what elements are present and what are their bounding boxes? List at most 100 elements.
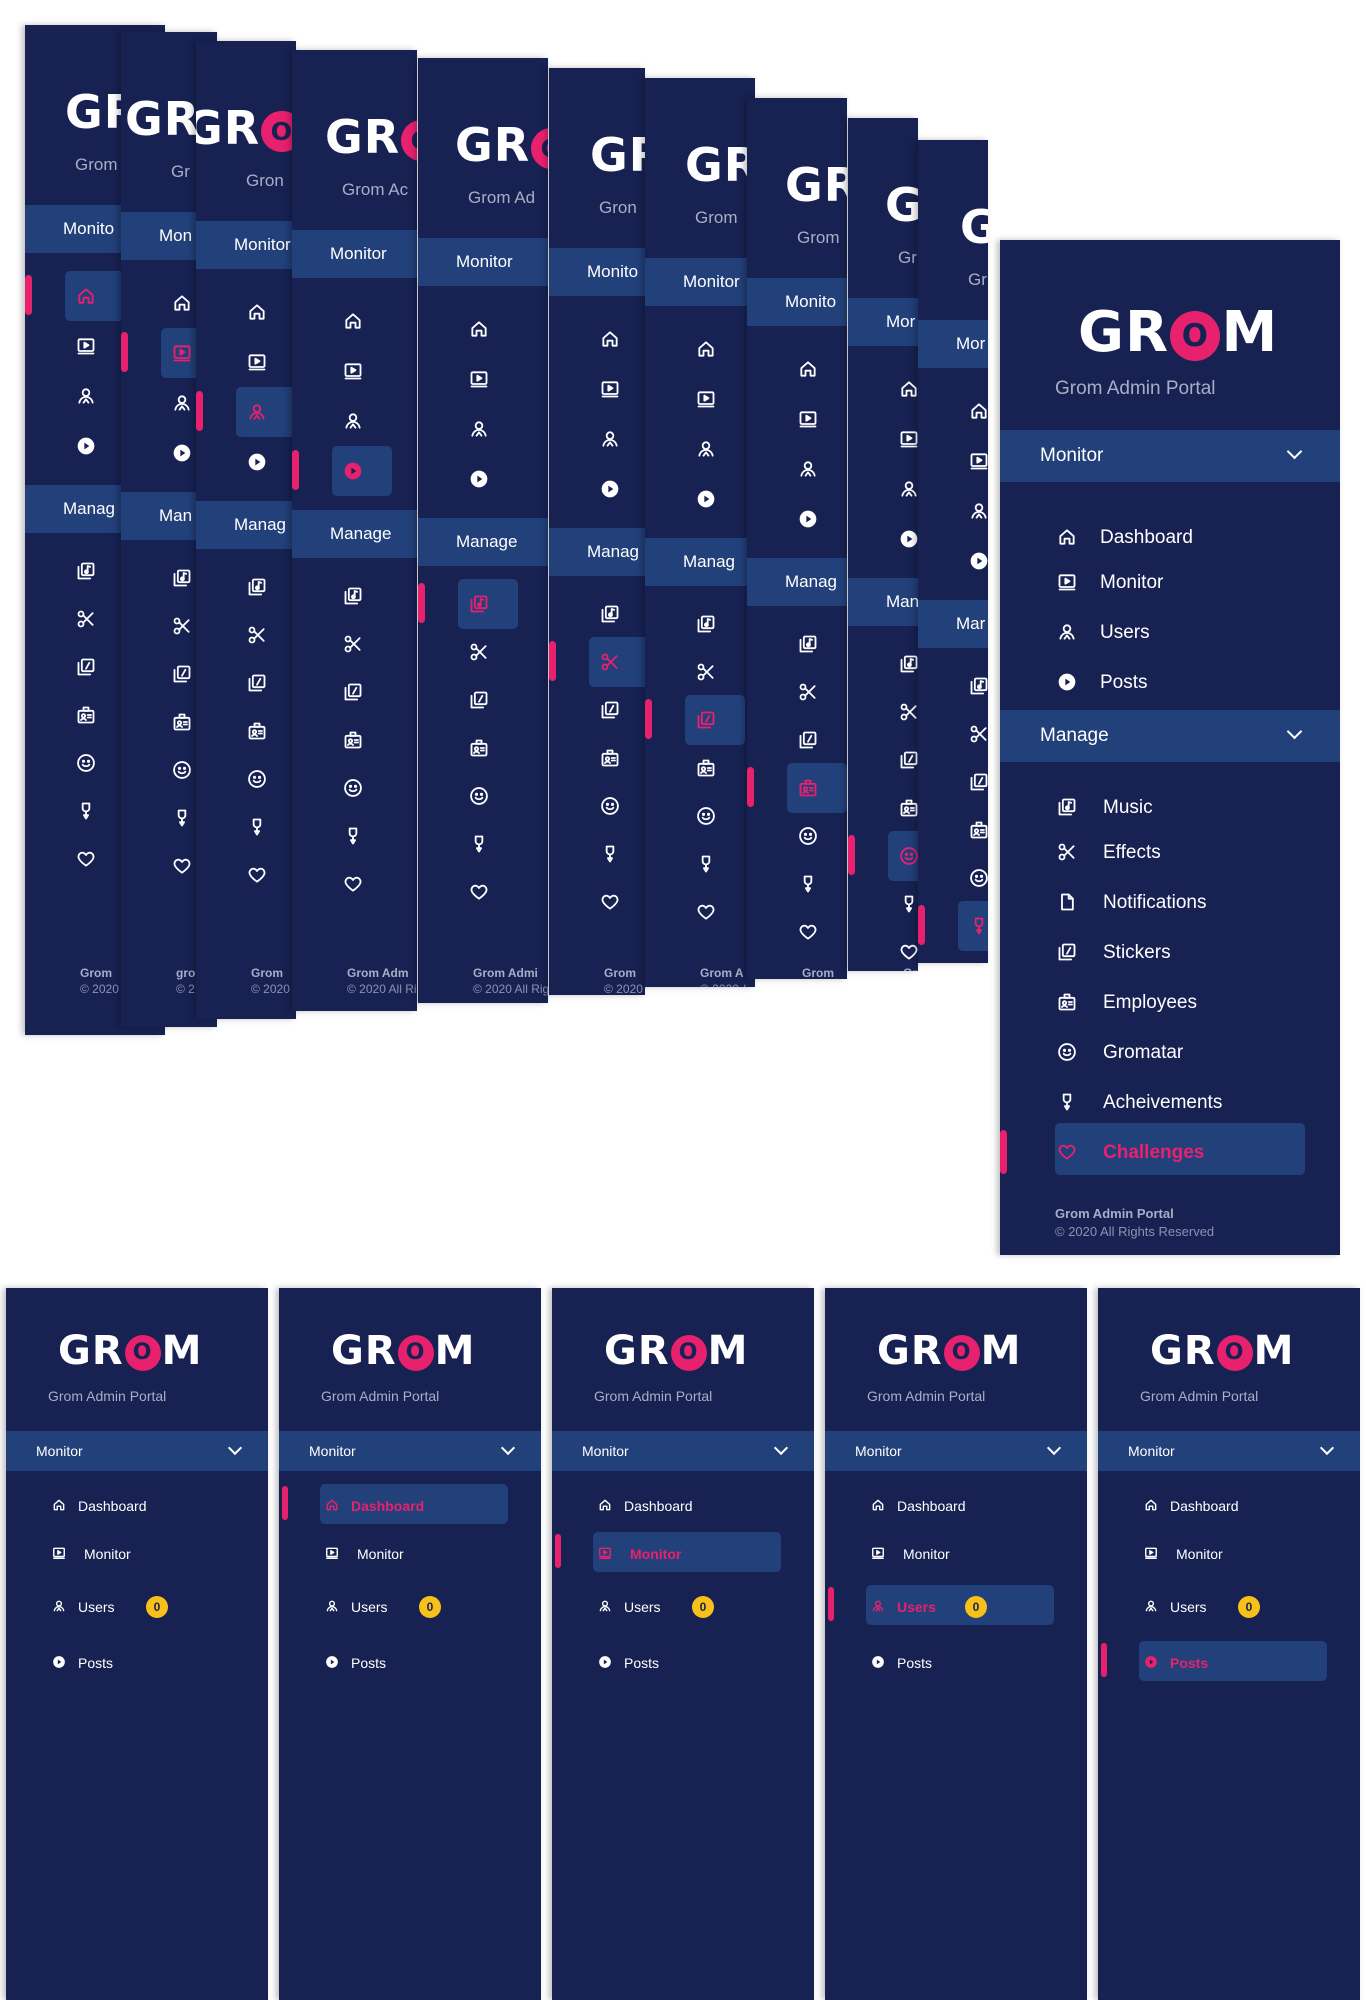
sidebar-item-monitor[interactable] bbox=[787, 408, 817, 432]
sidebar-item-users[interactable] bbox=[236, 401, 266, 425]
sidebar-item-manage[interactable] bbox=[161, 711, 191, 735]
section-monitor[interactable]: Monitor bbox=[645, 258, 755, 306]
sidebar-item-manage[interactable] bbox=[685, 853, 715, 877]
sidebar-item-dashboard[interactable] bbox=[332, 310, 362, 334]
sidebar-item-manage[interactable] bbox=[888, 653, 918, 677]
sidebar-item-manage[interactable] bbox=[787, 873, 817, 897]
sidebar-item-manage[interactable] bbox=[787, 921, 817, 945]
section-manage[interactable]: Manag bbox=[747, 558, 847, 606]
sidebar-item-users[interactable] bbox=[958, 500, 988, 524]
sidebar-item-manage[interactable] bbox=[589, 699, 619, 723]
section-manage[interactable]: Manage bbox=[418, 518, 548, 566]
sidebar-item-stickers[interactable]: Stickers bbox=[1055, 940, 1305, 966]
chevron-down-icon[interactable] bbox=[227, 1440, 243, 1456]
section-monitor[interactable]: Monitor bbox=[1098, 1431, 1360, 1471]
sidebar-item-manage[interactable] bbox=[958, 675, 988, 699]
chevron-down-icon[interactable] bbox=[1286, 443, 1303, 460]
sidebar-item-challenges[interactable]: Challenges bbox=[1055, 1140, 1305, 1166]
sidebar-item-manage[interactable] bbox=[161, 759, 191, 783]
sidebar-item-manage[interactable] bbox=[589, 795, 619, 819]
sidebar-item-posts[interactable]: Posts bbox=[1055, 670, 1305, 696]
sidebar-item-monitor[interactable] bbox=[589, 378, 619, 402]
chevron-down-icon[interactable] bbox=[1286, 723, 1303, 740]
sidebar-item-monitor[interactable] bbox=[888, 428, 918, 452]
sidebar-item-effects[interactable]: Effects bbox=[1055, 840, 1305, 866]
sidebar-item-manage[interactable] bbox=[236, 624, 266, 648]
sidebar-item-manage[interactable] bbox=[787, 729, 817, 753]
section-monitor[interactable]: Monitor bbox=[552, 1431, 814, 1471]
sidebar-item-manage[interactable] bbox=[65, 656, 95, 680]
sidebar-item-manage[interactable] bbox=[65, 608, 95, 632]
sidebar-item-manage[interactable] bbox=[458, 737, 488, 761]
section-manage[interactable]: Manag bbox=[549, 528, 645, 576]
sidebar-item-manage[interactable] bbox=[958, 867, 988, 891]
sidebar-item-monitor[interactable]: Monitor bbox=[596, 1544, 776, 1564]
sidebar-item-monitor[interactable]: Monitor bbox=[1055, 570, 1305, 596]
sidebar-item-posts[interactable] bbox=[787, 508, 817, 532]
sidebar-item-manage[interactable] bbox=[787, 825, 817, 849]
sidebar-item-manage[interactable] bbox=[236, 864, 266, 888]
sidebar-item-posts[interactable]: Posts bbox=[869, 1653, 1049, 1673]
sidebar-item-manage[interactable] bbox=[161, 615, 191, 639]
sidebar-item-manage[interactable] bbox=[958, 819, 988, 843]
sidebar-item-users[interactable] bbox=[65, 385, 95, 409]
sidebar-item-manage[interactable] bbox=[685, 661, 715, 685]
sidebar-item-manage[interactable] bbox=[458, 833, 488, 857]
sidebar-item-manage[interactable] bbox=[787, 777, 817, 801]
sidebar-item-manage[interactable] bbox=[958, 723, 988, 747]
sidebar-item-manage[interactable] bbox=[236, 768, 266, 792]
section-monitor[interactable]: Monitor bbox=[196, 221, 296, 269]
sidebar-item-dashboard[interactable]: Dashboard bbox=[596, 1496, 776, 1516]
chevron-down-icon[interactable] bbox=[1319, 1440, 1335, 1456]
section-monitor[interactable]: Monito bbox=[549, 248, 645, 296]
sidebar-item-manage[interactable] bbox=[888, 749, 918, 773]
sidebar-item-dashboard[interactable]: Dashboard bbox=[869, 1496, 1049, 1516]
sidebar-item-notifications[interactable]: Notifications bbox=[1055, 890, 1305, 916]
sidebar-item-monitor[interactable] bbox=[161, 342, 191, 366]
sidebar-item-manage[interactable] bbox=[236, 672, 266, 696]
sidebar-item-users[interactable] bbox=[685, 438, 715, 462]
sidebar-item-dashboard[interactable] bbox=[458, 318, 488, 342]
sidebar-item-posts[interactable] bbox=[589, 478, 619, 502]
sidebar-item-manage[interactable] bbox=[685, 613, 715, 637]
sidebar-item-manage[interactable] bbox=[332, 633, 362, 657]
section-monitor[interactable]: Mor bbox=[918, 320, 988, 368]
sidebar-item-users[interactable] bbox=[589, 428, 619, 452]
sidebar-item-manage[interactable] bbox=[458, 641, 488, 665]
sidebar-item-manage[interactable] bbox=[685, 709, 715, 733]
sidebar-item-manage[interactable] bbox=[332, 777, 362, 801]
sidebar-item-manage[interactable] bbox=[332, 825, 362, 849]
sidebar-item-dashboard[interactable]: Dashboard bbox=[1142, 1496, 1322, 1516]
sidebar-item-gromatar[interactable]: Gromatar bbox=[1055, 1040, 1305, 1066]
sidebar-item-manage[interactable] bbox=[332, 681, 362, 705]
sidebar-item-users[interactable]: Users 0 bbox=[596, 1596, 776, 1618]
sidebar-item-manage[interactable] bbox=[65, 560, 95, 584]
sidebar-item-dashboard[interactable] bbox=[65, 285, 95, 309]
sidebar-item-manage[interactable] bbox=[589, 843, 619, 867]
sidebar-item-music[interactable]: Music bbox=[1055, 795, 1305, 821]
sidebar-item-dashboard[interactable]: Dashboard bbox=[1055, 525, 1305, 551]
sidebar-item-users[interactable] bbox=[332, 410, 362, 434]
sidebar-item-users[interactable]: Users 0 bbox=[869, 1596, 1049, 1618]
sidebar-item-manage[interactable] bbox=[332, 729, 362, 753]
sidebar-item-posts[interactable] bbox=[161, 442, 191, 466]
sidebar-item-manage[interactable] bbox=[458, 593, 488, 617]
sidebar-item-posts[interactable] bbox=[685, 488, 715, 512]
section-monitor[interactable]: Mor bbox=[848, 298, 918, 346]
section-monitor[interactable]: Monitor bbox=[6, 1431, 268, 1471]
sidebar-item-manage[interactable] bbox=[589, 891, 619, 915]
section-manage[interactable]: Mar bbox=[918, 600, 988, 648]
sidebar-item-manage[interactable] bbox=[888, 701, 918, 725]
sidebar-item-manage[interactable] bbox=[236, 720, 266, 744]
sidebar-item-dashboard[interactable] bbox=[161, 292, 191, 316]
sidebar-item-manage[interactable] bbox=[332, 585, 362, 609]
sidebar-item-posts[interactable]: Posts bbox=[1142, 1653, 1322, 1673]
sidebar-item-manage[interactable] bbox=[458, 881, 488, 905]
sidebar-item-monitor[interactable] bbox=[332, 360, 362, 384]
sidebar-item-manage[interactable] bbox=[161, 663, 191, 687]
sidebar-item-manage[interactable] bbox=[65, 752, 95, 776]
section-monitor[interactable]: Monitor bbox=[292, 230, 417, 278]
sidebar-item-employees[interactable]: Employees bbox=[1055, 990, 1305, 1016]
section-monitor[interactable]: Monitor bbox=[825, 1431, 1087, 1471]
sidebar-item-manage[interactable] bbox=[685, 757, 715, 781]
